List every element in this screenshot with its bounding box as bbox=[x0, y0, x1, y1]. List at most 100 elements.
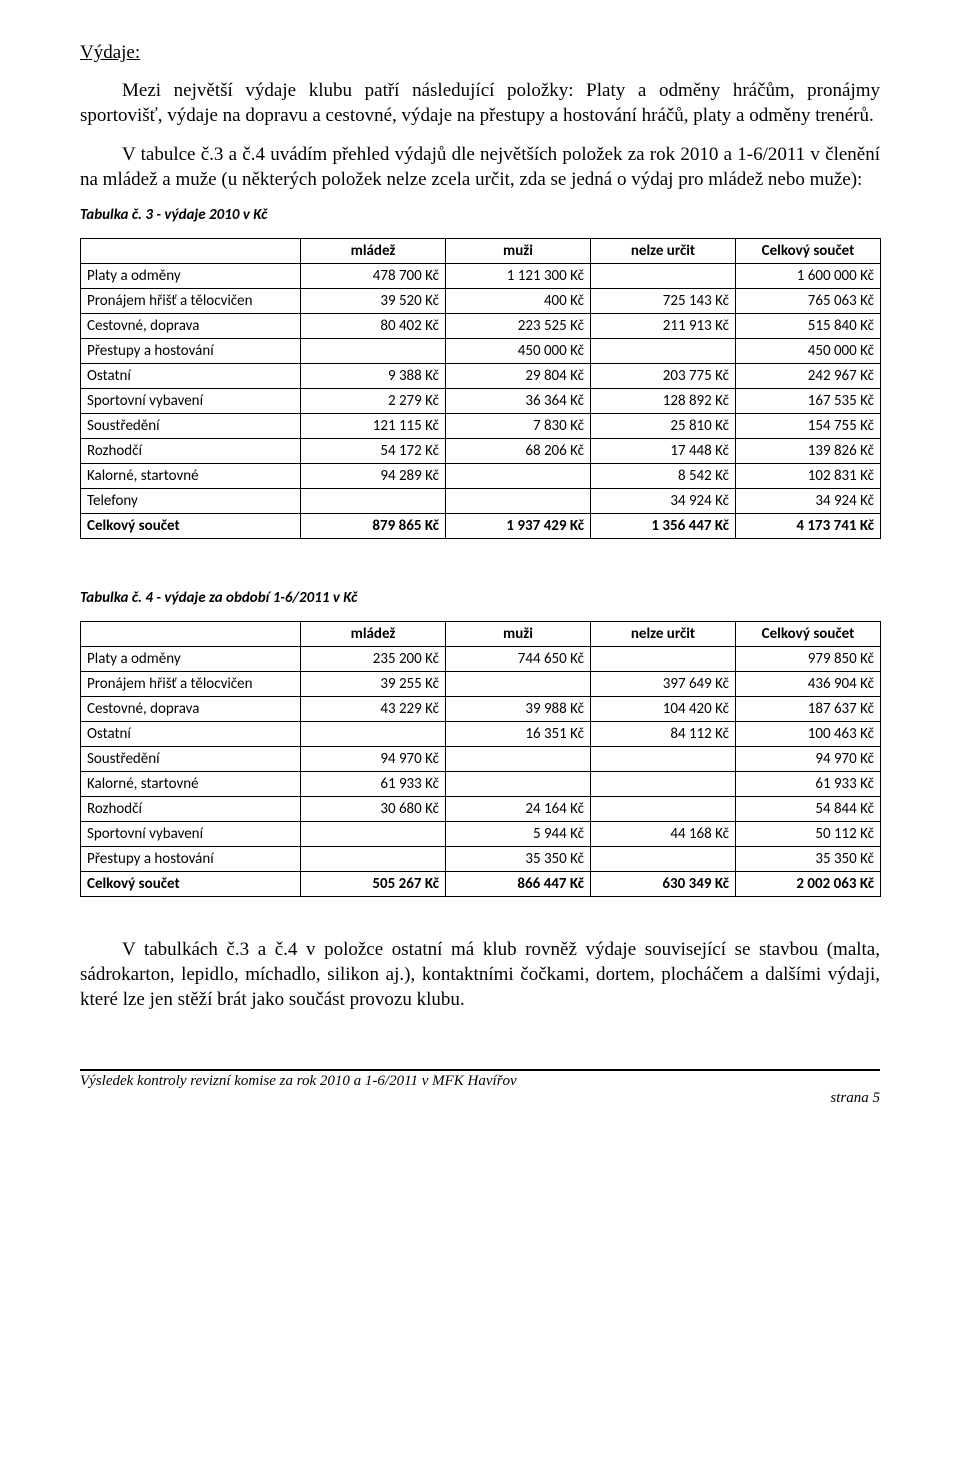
table3-row: Pronájem hřišť a tělocvičen39 520 Kč400 … bbox=[81, 289, 881, 314]
table3-row-label: Soustředění bbox=[81, 414, 301, 439]
table4-row: Platy a odměny235 200 Kč744 650 Kč979 85… bbox=[81, 647, 881, 672]
table4-header-total: Celkový součet bbox=[736, 622, 881, 647]
table4-row: Kalorné, startovné61 933 Kč61 933 Kč bbox=[81, 772, 881, 797]
section-title: Výdaje: bbox=[80, 42, 880, 64]
table4-row-label: Platy a odměny bbox=[81, 647, 301, 672]
table4-row-label: Pronájem hřišť a tělocvičen bbox=[81, 672, 301, 697]
table3-cell: 68 206 Kč bbox=[446, 439, 591, 464]
table3-row: Sportovní vybavení2 279 Kč36 364 Kč128 8… bbox=[81, 389, 881, 414]
table3-cell: 765 063 Kč bbox=[736, 289, 881, 314]
table4-header-blank bbox=[81, 622, 301, 647]
table3-row-label: Cestovné, doprava bbox=[81, 314, 301, 339]
table4: mládež muži nelze určit Celkový součet P… bbox=[80, 621, 881, 897]
table3-row: Cestovné, doprava80 402 Kč223 525 Kč211 … bbox=[81, 314, 881, 339]
table4-cell: 35 350 Kč bbox=[736, 847, 881, 872]
table4-total-cell: 2 002 063 Kč bbox=[736, 872, 881, 897]
table4-row-label: Rozhodčí bbox=[81, 797, 301, 822]
table4-row-label: Sportovní vybavení bbox=[81, 822, 301, 847]
table3-cell: 94 289 Kč bbox=[301, 464, 446, 489]
table4-cell: 436 904 Kč bbox=[736, 672, 881, 697]
table4-total-cell: 505 267 Kč bbox=[301, 872, 446, 897]
table3-row-label: Pronájem hřišť a tělocvičen bbox=[81, 289, 301, 314]
table3-cell: 154 755 Kč bbox=[736, 414, 881, 439]
table4-header-mladez: mládež bbox=[301, 622, 446, 647]
table3-row: Soustředění121 115 Kč7 830 Kč25 810 Kč15… bbox=[81, 414, 881, 439]
table4-cell: 187 637 Kč bbox=[736, 697, 881, 722]
table4-cell: 100 463 Kč bbox=[736, 722, 881, 747]
table3-row-label: Telefony bbox=[81, 489, 301, 514]
table3-cell: 211 913 Kč bbox=[591, 314, 736, 339]
table4-cell: 94 970 Kč bbox=[301, 747, 446, 772]
table3-cell: 34 924 Kč bbox=[591, 489, 736, 514]
table4-row: Ostatní16 351 Kč84 112 Kč100 463 Kč bbox=[81, 722, 881, 747]
table3-cell: 203 775 Kč bbox=[591, 364, 736, 389]
table3-row: Přestupy a hostování450 000 Kč450 000 Kč bbox=[81, 339, 881, 364]
table3-cell bbox=[301, 339, 446, 364]
table4-cell: 61 933 Kč bbox=[736, 772, 881, 797]
footer-divider bbox=[80, 1069, 880, 1071]
table4-row: Pronájem hřišť a tělocvičen39 255 Kč397 … bbox=[81, 672, 881, 697]
footer-page-number: strana 5 bbox=[80, 1090, 880, 1107]
table3-cell bbox=[446, 464, 591, 489]
table3-cell: 34 924 Kč bbox=[736, 489, 881, 514]
table3-total-cell: 1 937 429 Kč bbox=[446, 514, 591, 539]
table3-row: Ostatní9 388 Kč29 804 Kč203 775 Kč242 96… bbox=[81, 364, 881, 389]
table3-header-blank bbox=[81, 239, 301, 264]
table4-row: Přestupy a hostování35 350 Kč35 350 Kč bbox=[81, 847, 881, 872]
table4-cell bbox=[591, 797, 736, 822]
table4-cell: 104 420 Kč bbox=[591, 697, 736, 722]
table4-cell bbox=[301, 722, 446, 747]
table4-row: Sportovní vybavení5 944 Kč44 168 Kč50 11… bbox=[81, 822, 881, 847]
table4-total-cell: 630 349 Kč bbox=[591, 872, 736, 897]
table3-header-nelze: nelze určit bbox=[591, 239, 736, 264]
table3-cell: 54 172 Kč bbox=[301, 439, 446, 464]
table3-cell bbox=[591, 339, 736, 364]
table3-cell: 450 000 Kč bbox=[736, 339, 881, 364]
table3-cell: 725 143 Kč bbox=[591, 289, 736, 314]
table3-total-row: Celkový součet879 865 Kč1 937 429 Kč1 35… bbox=[81, 514, 881, 539]
table3-row-label: Ostatní bbox=[81, 364, 301, 389]
table4-cell: 43 229 Kč bbox=[301, 697, 446, 722]
table3-cell: 1 600 000 Kč bbox=[736, 264, 881, 289]
table3-cell: 8 542 Kč bbox=[591, 464, 736, 489]
table3-cell: 400 Kč bbox=[446, 289, 591, 314]
table4-row: Soustředění94 970 Kč94 970 Kč bbox=[81, 747, 881, 772]
table4-header-row: mládež muži nelze určit Celkový součet bbox=[81, 622, 881, 647]
table4-cell bbox=[591, 747, 736, 772]
table3-cell: 1 121 300 Kč bbox=[446, 264, 591, 289]
table3-row-label: Rozhodčí bbox=[81, 439, 301, 464]
table4-row: Cestovné, doprava43 229 Kč39 988 Kč104 4… bbox=[81, 697, 881, 722]
table3-header-muzi: muži bbox=[446, 239, 591, 264]
table3-cell: 25 810 Kč bbox=[591, 414, 736, 439]
table3-cell: 167 535 Kč bbox=[736, 389, 881, 414]
table4-cell: 61 933 Kč bbox=[301, 772, 446, 797]
table4-cell bbox=[446, 672, 591, 697]
table4-cell: 16 351 Kč bbox=[446, 722, 591, 747]
table4-total-cell: 866 447 Kč bbox=[446, 872, 591, 897]
table3-row: Kalorné, startovné94 289 Kč8 542 Kč102 8… bbox=[81, 464, 881, 489]
table4-cell bbox=[591, 647, 736, 672]
table3-row-label: Platy a odměny bbox=[81, 264, 301, 289]
intro-paragraph-2: V tabulce č.3 a č.4 uvádím přehled výdaj… bbox=[80, 142, 880, 192]
table4-cell: 54 844 Kč bbox=[736, 797, 881, 822]
table4-cell: 50 112 Kč bbox=[736, 822, 881, 847]
table4-row-label: Soustředění bbox=[81, 747, 301, 772]
table4-cell bbox=[446, 772, 591, 797]
table3-cell: 39 520 Kč bbox=[301, 289, 446, 314]
table3-row-label: Přestupy a hostování bbox=[81, 339, 301, 364]
closing-paragraph: V tabulkách č.3 a č.4 v položce ostatní … bbox=[80, 937, 880, 1012]
table3-cell: 478 700 Kč bbox=[301, 264, 446, 289]
table4-header-nelze: nelze určit bbox=[591, 622, 736, 647]
intro-paragraph-1: Mezi největší výdaje klubu patří následu… bbox=[80, 78, 880, 128]
table4-cell bbox=[591, 847, 736, 872]
table4-cell: 397 649 Kč bbox=[591, 672, 736, 697]
table3-row: Telefony 34 924 Kč34 924 Kč bbox=[81, 489, 881, 514]
table4-cell: 84 112 Kč bbox=[591, 722, 736, 747]
table3-cell: 80 402 Kč bbox=[301, 314, 446, 339]
table3-cell: 7 830 Kč bbox=[446, 414, 591, 439]
table4-total-label: Celkový součet bbox=[81, 872, 301, 897]
table4-cell: 94 970 Kč bbox=[736, 747, 881, 772]
table4-row-label: Kalorné, startovné bbox=[81, 772, 301, 797]
table4-cell: 35 350 Kč bbox=[446, 847, 591, 872]
table4-total-row: Celkový součet505 267 Kč866 447 Kč630 34… bbox=[81, 872, 881, 897]
